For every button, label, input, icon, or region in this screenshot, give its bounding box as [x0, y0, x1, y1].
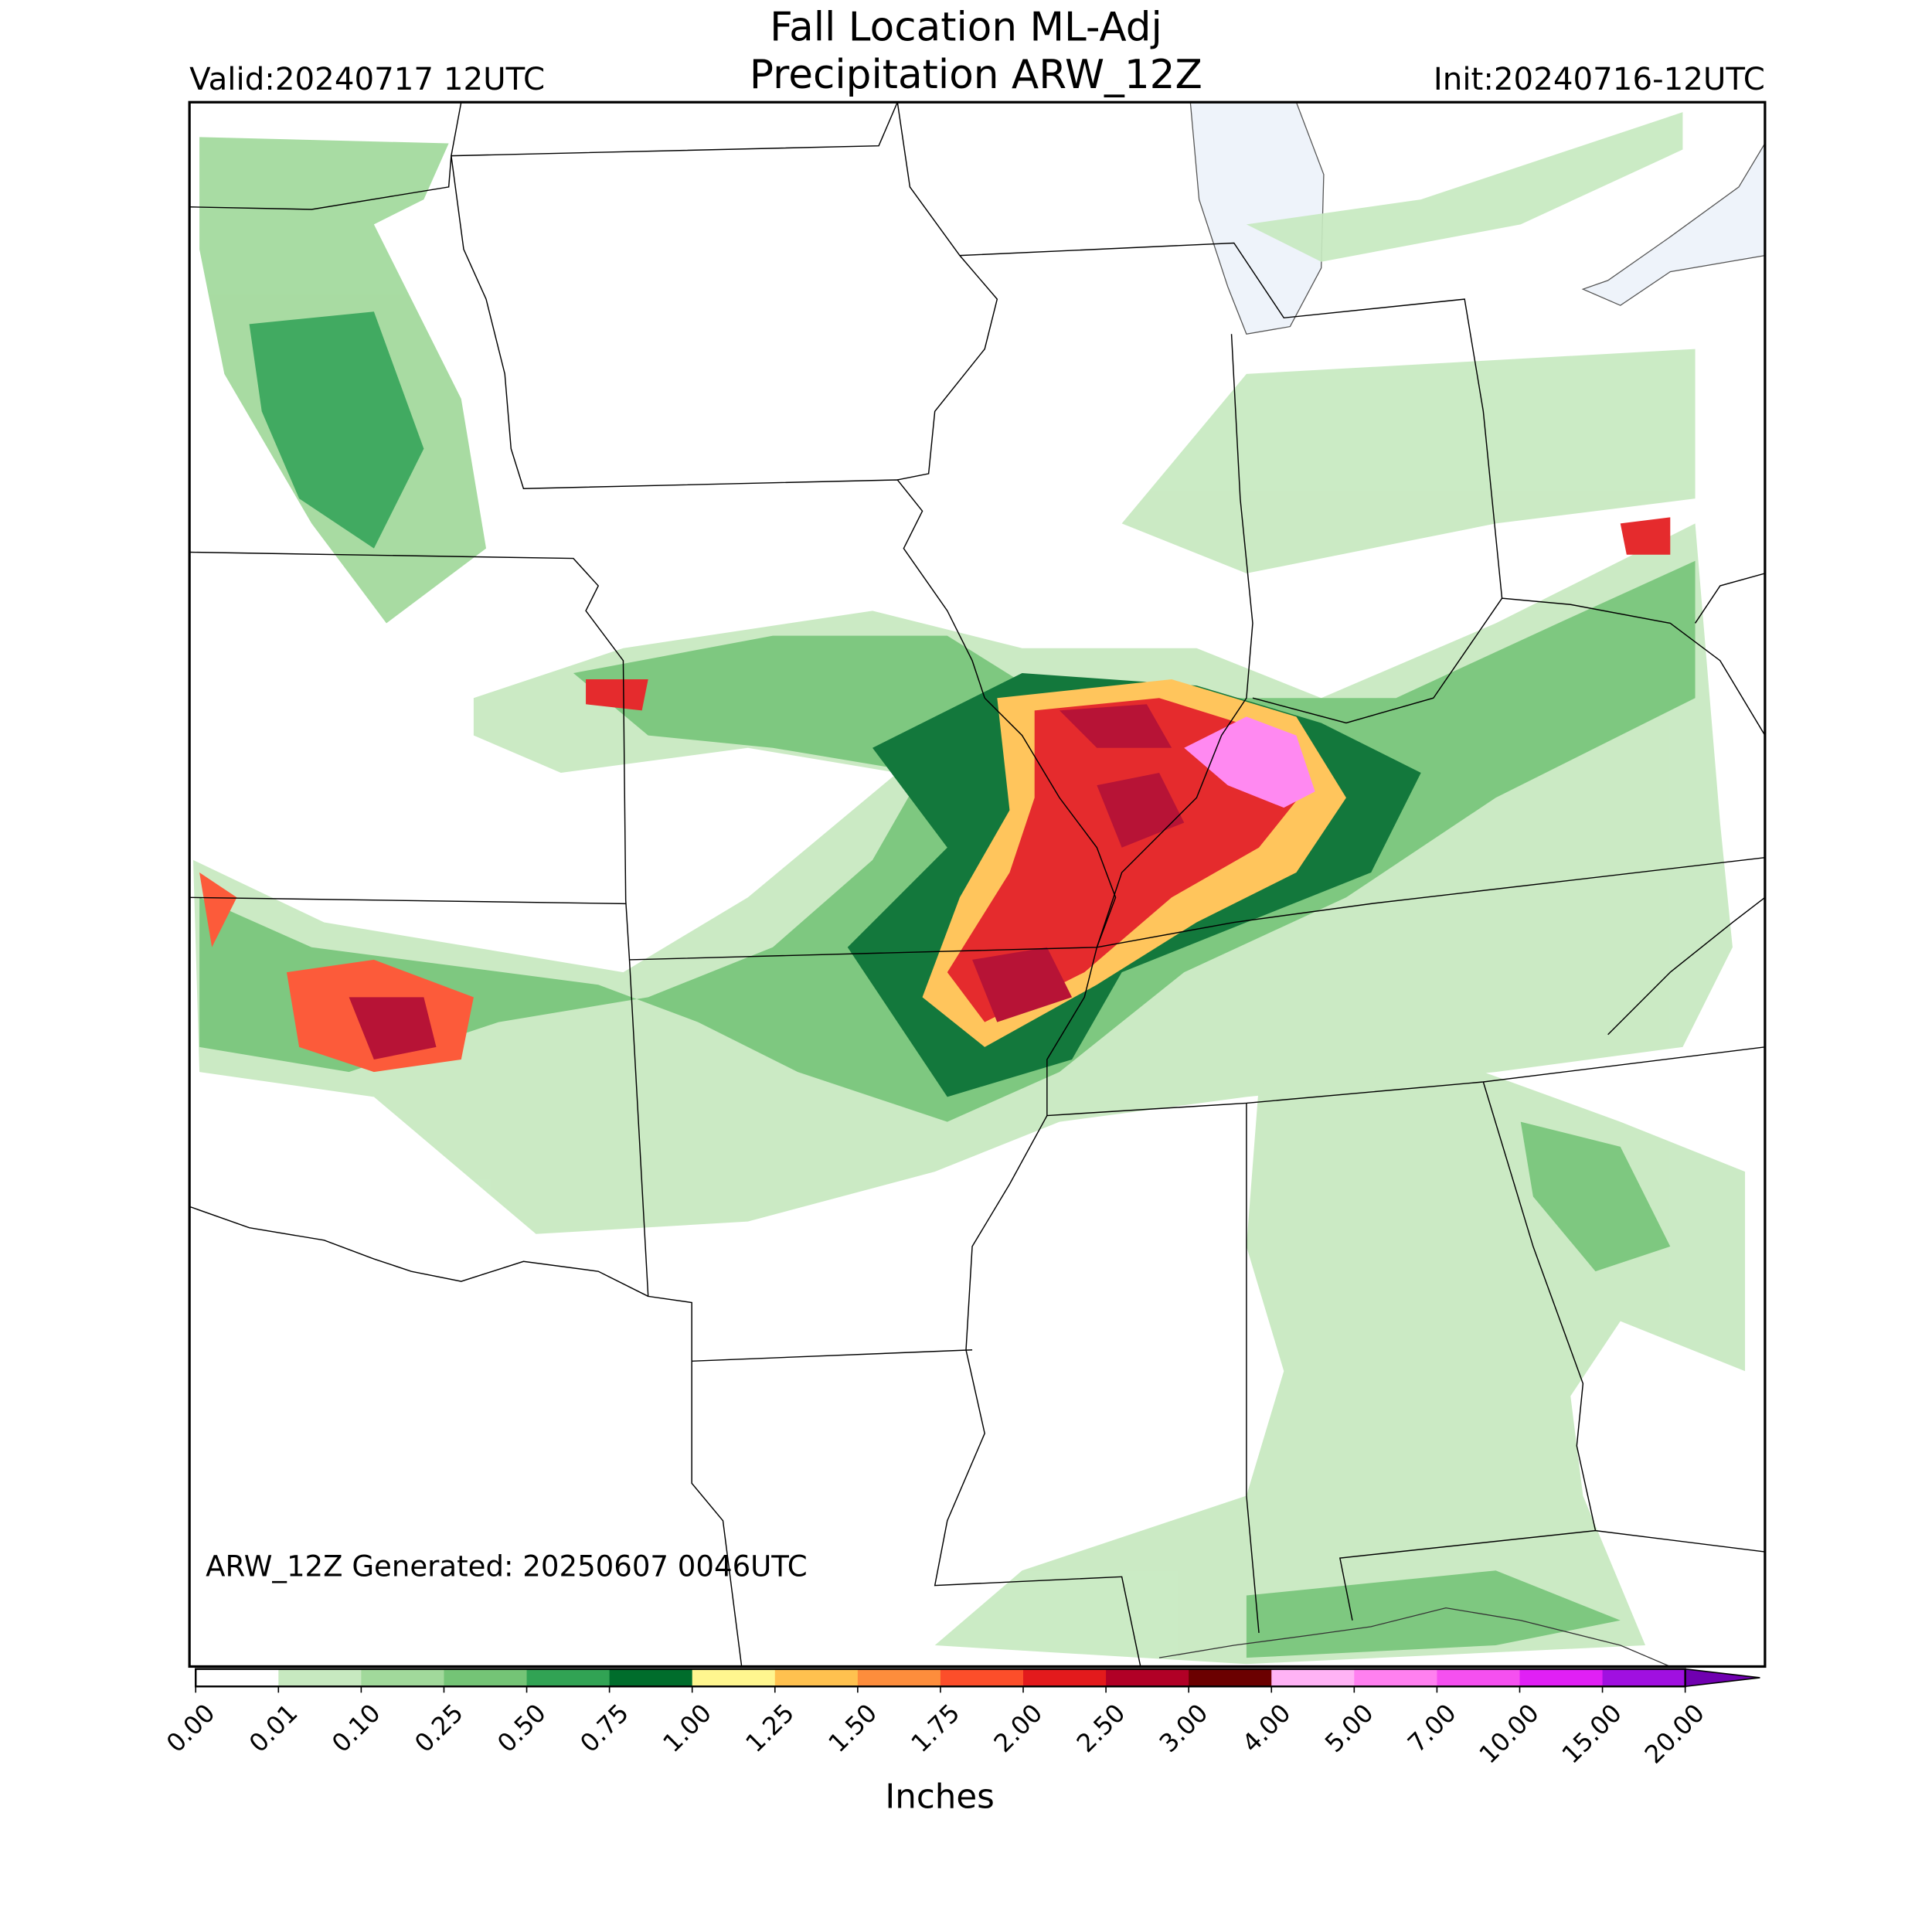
- colorbar-segment: [526, 1668, 611, 1687]
- lake-michigan: [1189, 102, 1325, 335]
- colorbar-segment: [444, 1668, 528, 1687]
- precip-area: [349, 997, 437, 1060]
- colorbar-segment: [196, 1668, 279, 1687]
- border: [189, 896, 626, 905]
- border: [896, 102, 998, 481]
- colorbar-segment: [1519, 1668, 1604, 1687]
- colorbar-tick-label: 0.25: [409, 1698, 469, 1758]
- border: [1339, 1081, 1597, 1621]
- colorbar-segment: [1189, 1668, 1272, 1687]
- colorbar-tick-label: 2.50: [1071, 1698, 1131, 1758]
- colorbar-tick-label: 10.00: [1474, 1698, 1545, 1769]
- map-frame: [188, 100, 1767, 1668]
- colorbar-extend: [1684, 1668, 1760, 1688]
- precip-area: [1184, 716, 1315, 808]
- colorbar-segment: [1354, 1668, 1437, 1687]
- border: [959, 242, 1503, 599]
- colorbar-tick-label: 1.00: [657, 1698, 717, 1758]
- border: [451, 102, 985, 699]
- colorbar-segment: [692, 1668, 776, 1687]
- colorbar-tick-label: 2.00: [988, 1698, 1049, 1758]
- border: [1694, 573, 1765, 624]
- border: [189, 1206, 649, 1298]
- colorbar-tick-label: 0.75: [574, 1698, 634, 1758]
- colorbar-tick-label: 4.00: [1236, 1698, 1297, 1758]
- colorbar-segment: [1602, 1668, 1686, 1687]
- precip-area: [972, 704, 1185, 1022]
- colorbar-tick-label: 7.00: [1402, 1698, 1462, 1758]
- colorbar-tick-label: 15.00: [1556, 1698, 1628, 1769]
- colorbar-tick-label: 0.50: [492, 1698, 552, 1758]
- colorbar-segment: [857, 1668, 941, 1687]
- colorbar-tick-label: 1.50: [823, 1698, 883, 1758]
- colorbar-segment: [1437, 1668, 1520, 1687]
- colorbar-segment: [361, 1668, 444, 1687]
- colorbar: 0.00 0.01 0.10 0.25 0.50 0.75 1.00 1.25 1.50 1.75…: [161, 1668, 1760, 1770]
- map-content: [189, 102, 1765, 1667]
- precip-area: [249, 311, 424, 549]
- border: [1246, 1103, 1260, 1633]
- colorbar-tick-label: 0.10: [326, 1698, 386, 1758]
- colorbar-tick-label: 20.00: [1639, 1698, 1710, 1769]
- map: [188, 100, 1767, 1668]
- colorbar-tick-label: 5.00: [1319, 1698, 1379, 1758]
- colorbar-segment: [1271, 1668, 1355, 1687]
- init-time: Init:20240716-12UTC: [1434, 61, 1765, 97]
- precip-area: [947, 698, 1309, 1022]
- precip-area: [934, 1072, 1746, 1665]
- colorbar-tick-label: 3.00: [1154, 1698, 1214, 1758]
- colorbar-segment: [609, 1668, 693, 1687]
- title-line-1: Fall Location ML-Adj: [770, 5, 1162, 51]
- colorbar-tick-label: 0.01: [243, 1698, 304, 1758]
- colorbar-tick-label: 1.75: [906, 1698, 966, 1758]
- border: [629, 856, 1765, 961]
- border: [1046, 1046, 1765, 1117]
- title-line-2: Precipitation ARW_12Z: [750, 52, 1202, 98]
- border: [1252, 597, 1765, 736]
- precipitation: [193, 112, 1746, 1665]
- colorbar-segment: [278, 1668, 362, 1687]
- colorbar-segment: [774, 1668, 859, 1687]
- coastline: [1158, 1607, 1671, 1667]
- border: [189, 551, 743, 1667]
- border: [189, 102, 898, 210]
- border: [692, 1349, 973, 1362]
- colorbar-segment: [1023, 1668, 1107, 1687]
- colorbar-label: Inches: [885, 1777, 994, 1816]
- colorbar-segment: [940, 1668, 1024, 1687]
- colorbar-tick-label: 0.00: [161, 1698, 221, 1758]
- precip-area: [1246, 1121, 1671, 1658]
- border: [1595, 1529, 1765, 1553]
- colorbar-tick-label: 1.25: [740, 1698, 800, 1758]
- border: [1607, 896, 1765, 1036]
- precip-area: [1121, 112, 1696, 573]
- state-borders: [189, 102, 1765, 1667]
- colorbar-segment: [1106, 1668, 1189, 1687]
- generated-note: ARW_12Z Generated: 20250607 0046UTC: [206, 1550, 808, 1583]
- border: [934, 334, 1253, 1667]
- lake-erie: [1581, 142, 1765, 306]
- valid-time: Valid:20240717 12UTC: [189, 61, 545, 97]
- border: [984, 697, 1117, 948]
